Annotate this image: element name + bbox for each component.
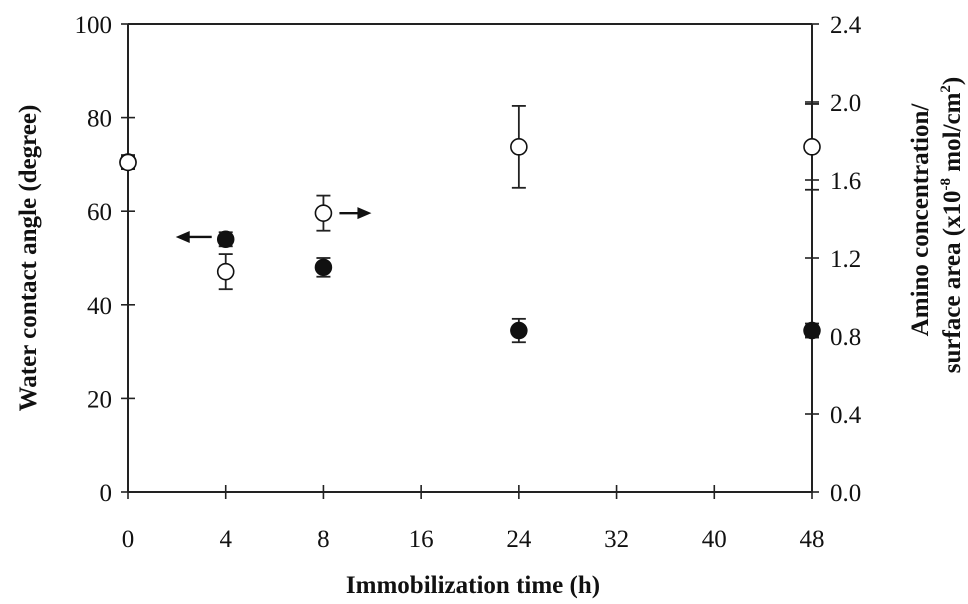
filled-data-point [314, 258, 333, 277]
right-axis-title-exponent: -8 [938, 178, 954, 191]
x-tick-label: 40 [702, 526, 727, 553]
left-y-tick-label: 80 [87, 106, 112, 133]
x-tick-label: 16 [409, 526, 434, 553]
open-data-point [216, 262, 235, 281]
right-axis-title-unit: mol/cm [939, 92, 966, 178]
open-data-point [510, 138, 528, 156]
right-arrowhead [357, 207, 372, 220]
left-y-tick-label: 0 [100, 480, 113, 507]
right-axis-title-close: ) [939, 77, 966, 85]
right-y-tick-label: 1.6 [830, 168, 861, 195]
right-y-tick-label: 2.0 [830, 90, 861, 117]
open-data-point [803, 138, 821, 156]
right-axis-title-line2: surface area (x10-8 mol/cm2) [938, 77, 966, 374]
x-tick-label: 48 [800, 526, 825, 553]
left-y-tick-label: 100 [75, 12, 113, 39]
right-y-tick-label: 0.0 [830, 480, 861, 507]
right-axis-title-exponent2: 2 [938, 85, 954, 93]
tick-labels: 0 4 8 16 24 32 40 480204060801000.00.40.81.21.6… [75, 12, 862, 553]
x-tick-label: 8 [317, 526, 330, 553]
left-y-tick-label: 20 [87, 386, 112, 413]
filled-data-point [803, 321, 821, 340]
left-y-tick-label: 60 [87, 199, 112, 226]
x-axis-title: Immobilization time (h) [346, 572, 600, 599]
left-axis-title: Water contact angle (degree) [15, 105, 42, 412]
left-arrowhead [175, 230, 190, 243]
right-axis-title-line1: Amino concentration/ [907, 103, 934, 337]
right-y-tick-label: 2.4 [830, 12, 862, 39]
data-points [119, 138, 821, 340]
x-tick-label: 24 [506, 526, 532, 553]
right-y-tick-label: 1.2 [830, 246, 861, 273]
x-tick-label: 32 [604, 526, 629, 553]
error-bars [121, 103, 819, 344]
axes [127, 23, 813, 493]
x-tick-label: 4 [219, 526, 232, 553]
filled-data-point [216, 230, 235, 249]
open-data-point [314, 204, 333, 222]
filled-data-point [510, 321, 528, 340]
x-tick-label: 0 [122, 526, 135, 553]
left-y-tick-label: 40 [87, 293, 112, 320]
ticks [121, 23, 819, 499]
axis-arrows [175, 207, 372, 243]
right-y-tick-label: 0.8 [830, 324, 861, 351]
open-data-point [119, 153, 137, 172]
right-y-tick-label: 0.4 [830, 402, 862, 429]
right-axis-title-text: surface area (x10 [939, 190, 966, 373]
